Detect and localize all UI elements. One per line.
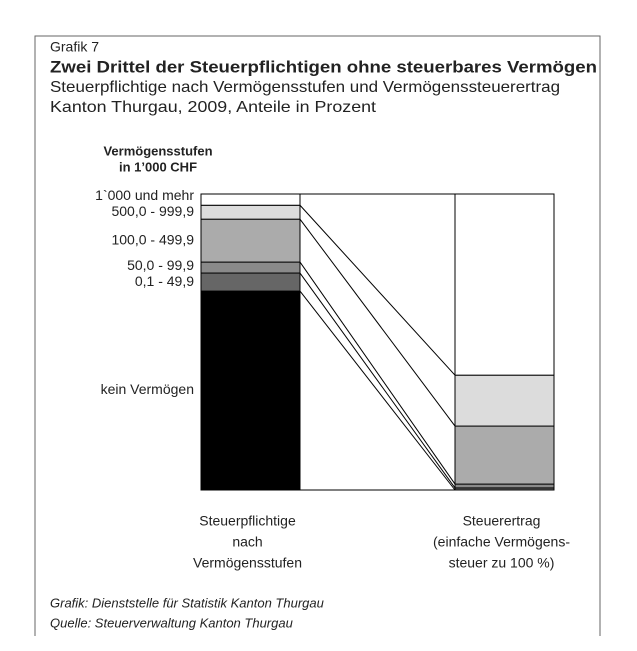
legend-label: 0,1 - 49,9 <box>135 273 194 289</box>
legend-label: 500,0 - 999,9 <box>111 203 194 219</box>
legend-label: 50,0 - 99,9 <box>127 257 194 273</box>
chart-subtitle: Kanton Thurgau, 2009, Anteile in Prozent <box>50 99 377 116</box>
legend-label: 1`000 und mehr <box>95 187 194 203</box>
frame <box>34 35 601 636</box>
x-tick-label: Steuerpflichtige <box>199 513 296 529</box>
footer-note: Grafik: Dienststelle für Statistik Kanto… <box>50 595 324 610</box>
legend-title: in 1’000 CHF <box>119 159 197 174</box>
bar-segment <box>200 218 301 263</box>
chart-title: Zwei Drittel der Steuerpflichtigen ohne … <box>50 57 597 76</box>
bar-segment <box>454 425 555 485</box>
footer-note: Quelle: Steuerverwaltung Kanton Thurgau <box>50 615 293 630</box>
x-tick-label: Steuerertrag <box>463 513 541 529</box>
bar-segment <box>454 374 555 427</box>
x-tick-label: steuer zu 100 %) <box>449 555 555 571</box>
bar-segment <box>454 483 555 489</box>
chart-subtitle: Steuerpflichtige nach Vermögensstufen un… <box>50 79 560 96</box>
bar-segment <box>200 290 301 491</box>
legend-title: Vermögensstufen <box>103 143 212 158</box>
connector <box>299 290 456 491</box>
bar-segment <box>200 204 301 220</box>
connector <box>299 204 456 376</box>
legend-label: 100,0 - 499,9 <box>111 231 194 247</box>
x-tick-label: nach <box>232 534 262 550</box>
x-tick-label: Vermögensstufen <box>193 555 302 571</box>
bar-segment <box>200 272 301 292</box>
bar-segment <box>200 261 301 274</box>
bar-segment <box>200 193 301 206</box>
bar-segment <box>454 193 555 376</box>
connector <box>299 218 456 427</box>
chart-label: Grafik 7 <box>50 39 99 55</box>
connector <box>299 272 456 489</box>
connector <box>299 261 456 485</box>
legend-label: kein Vermögen <box>101 381 194 397</box>
x-tick-label: (einfache Vermögens- <box>433 534 570 550</box>
